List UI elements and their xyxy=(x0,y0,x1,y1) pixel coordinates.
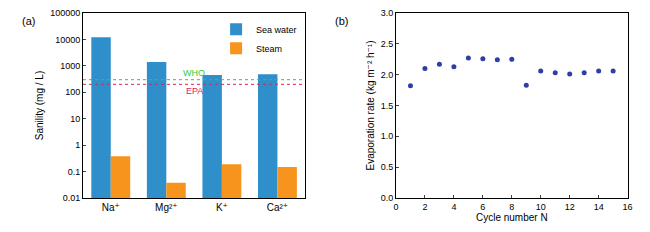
svg-text:12: 12 xyxy=(565,202,575,212)
svg-text:16: 16 xyxy=(623,202,633,212)
svg-text:3.0: 3.0 xyxy=(381,8,394,18)
svg-text:(a): (a) xyxy=(22,15,35,27)
svg-text:100: 100 xyxy=(65,87,80,97)
svg-text:Sanility (mg / L): Sanility (mg / L) xyxy=(34,71,45,140)
svg-text:Steam: Steam xyxy=(256,44,282,54)
svg-text:Evaporation rate (kg m⁻² h⁻¹): Evaporation rate (kg m⁻² h⁻¹) xyxy=(365,40,376,170)
svg-text:0.1: 0.1 xyxy=(68,167,81,177)
svg-text:0.01: 0.01 xyxy=(63,193,81,203)
svg-text:8: 8 xyxy=(509,202,514,212)
svg-text:1000: 1000 xyxy=(60,61,80,71)
svg-text:Sea water: Sea water xyxy=(256,25,297,35)
svg-text:2: 2 xyxy=(422,202,427,212)
svg-text:1.5: 1.5 xyxy=(381,101,394,111)
svg-text:10000: 10000 xyxy=(55,35,80,45)
svg-text:Ca²⁺: Ca²⁺ xyxy=(267,202,288,213)
svg-text:K⁺: K⁺ xyxy=(216,202,228,213)
svg-text:0.0: 0.0 xyxy=(381,193,394,203)
svg-text:EPA: EPA xyxy=(186,86,203,96)
svg-text:2.0: 2.0 xyxy=(381,70,394,80)
svg-text:14: 14 xyxy=(594,202,604,212)
svg-text:0: 0 xyxy=(393,202,398,212)
svg-text:(b): (b) xyxy=(335,15,348,27)
svg-text:Na⁺: Na⁺ xyxy=(102,202,120,213)
svg-text:1: 1 xyxy=(75,140,80,150)
svg-text:1.0: 1.0 xyxy=(381,131,394,141)
svg-text:Cycle number N: Cycle number N xyxy=(476,212,548,223)
svg-text:4: 4 xyxy=(451,202,456,212)
svg-text:2.5: 2.5 xyxy=(381,39,394,49)
svg-text:100000: 100000 xyxy=(50,8,80,18)
svg-text:10: 10 xyxy=(70,114,80,124)
svg-text:0.5: 0.5 xyxy=(381,162,394,172)
svg-text:6: 6 xyxy=(480,202,485,212)
svg-text:WHO: WHO xyxy=(183,68,205,78)
svg-text:10: 10 xyxy=(536,202,546,212)
svg-text:Mg²⁺: Mg²⁺ xyxy=(155,202,178,213)
